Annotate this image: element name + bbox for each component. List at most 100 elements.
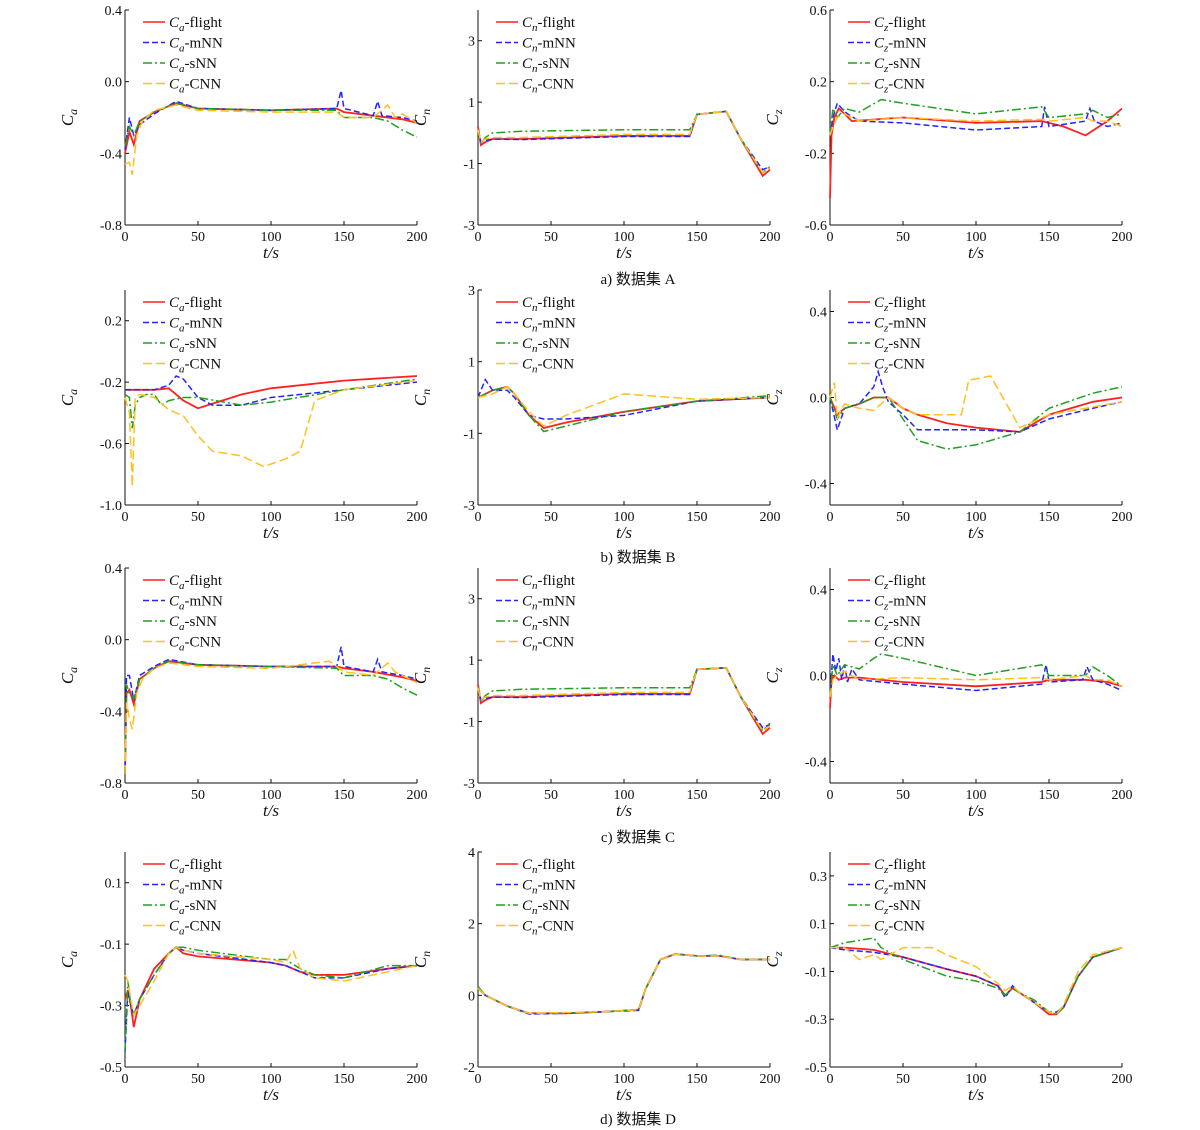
- chart-a-cz: 0 50 100 150 200 0.6 0.2 -0.2 -0.6 t/s Cz Cz-flight…: [763, 4, 1133, 262]
- x-tick-label: 150: [334, 1072, 355, 1087]
- y-tick-label: 0.2: [810, 76, 828, 91]
- y-tick-label: 0.4: [810, 306, 828, 321]
- legend-entry: Ca-CNN: [169, 357, 221, 376]
- legend-entry: Cz-flight: [874, 573, 927, 592]
- x-tick-label: 100: [966, 510, 987, 525]
- x-tick-label: 100: [261, 510, 282, 525]
- y-tick-label: -0.1: [100, 938, 122, 953]
- subfigure-caption: c) 数据集 C: [601, 829, 675, 846]
- y-tick-label: 3: [468, 593, 475, 608]
- legend-entry: Ca-flight: [169, 15, 223, 34]
- y-tick-label: -3: [463, 219, 475, 234]
- series-line-cn-snn: [477, 385, 771, 433]
- x-tick-label: 150: [1039, 1072, 1060, 1087]
- y-tick-label: 0.6: [810, 4, 828, 19]
- x-tick-label: 0: [827, 510, 834, 525]
- y-tick-label: -0.2: [805, 147, 827, 162]
- x-tick-label: 50: [191, 230, 205, 245]
- legend-entry: Ca-mNN: [169, 316, 223, 335]
- legend-entry: Ca-sNN: [169, 614, 217, 633]
- legend-entry: Cn-flight: [522, 15, 576, 34]
- legend-entry: Cz-CNN: [874, 635, 925, 654]
- x-axis-label: t/s: [616, 1085, 632, 1104]
- x-axis-label: t/s: [616, 801, 632, 820]
- legend-entry: Ca-CNN: [169, 77, 221, 96]
- series-line-cn-flight: [477, 385, 771, 429]
- chart-a-cn: 0 50 100 150 20031-1-3t/sCnCn-flightCn-mNNCn…: [411, 10, 781, 262]
- y-tick-label: 0.4: [105, 4, 123, 19]
- legend-entry: Ca-mNN: [169, 594, 223, 613]
- chart-b-ca: 0 50 100 150 200 0.2 -0.2 -0.6 -1.0 t/s Ca Ca-fligh…: [58, 290, 428, 542]
- series-line-cn-mnn: [477, 953, 770, 1015]
- x-tick-label: 100: [614, 510, 635, 525]
- x-axis-label: t/s: [263, 1085, 279, 1104]
- series-line-ca-snn: [124, 660, 418, 775]
- x-tick-label: 200: [760, 230, 781, 245]
- x-tick-label: 150: [687, 788, 708, 803]
- y-axis-label: Ca: [58, 667, 80, 684]
- series-line-cn-cnn: [477, 953, 770, 1015]
- x-tick-label: 200: [760, 510, 781, 525]
- y-tick-label: -0.8: [100, 219, 122, 234]
- legend-entry: Cn-sNN: [522, 56, 570, 75]
- x-tick-label: 50: [191, 510, 205, 525]
- legend-entry: Cn-CNN: [522, 635, 574, 654]
- series-line-cn-mnn: [477, 378, 771, 420]
- series-line-ca-cnn: [124, 103, 418, 175]
- x-tick-label: 50: [191, 1072, 205, 1087]
- y-axis-label: Cz: [763, 109, 785, 125]
- series-line-cz-flight: [829, 674, 1123, 708]
- y-axis-label: Ca: [58, 951, 80, 968]
- series-line-ca-cnn: [124, 379, 418, 487]
- legend-entry: Ca-flight: [169, 573, 223, 592]
- legend-entry: Cn-CNN: [522, 919, 574, 938]
- x-tick-label: 50: [896, 1072, 910, 1087]
- y-tick-label: -0.5: [805, 1061, 827, 1076]
- legend-entry: Cz-mNN: [874, 594, 927, 613]
- x-axis-label: t/s: [263, 801, 279, 820]
- x-tick-label: 200: [407, 510, 428, 525]
- legend-entry: Ca-flight: [169, 857, 223, 876]
- series-line-ca-mnn: [124, 90, 418, 150]
- x-axis-label: t/s: [263, 523, 279, 542]
- x-tick-label: 200: [760, 1072, 781, 1087]
- x-tick-label: 100: [614, 1072, 635, 1087]
- legend-entry: Cz-mNN: [874, 878, 927, 897]
- series-line-cz-snn: [829, 937, 1123, 1016]
- x-tick-label: 50: [896, 788, 910, 803]
- y-tick-label: 0.0: [105, 76, 123, 91]
- chart-b-cz: 0 50 100 150 200 0.4 0.0 -0.4 t/s Cz Cz-flight Cz-m…: [763, 290, 1133, 542]
- y-tick-label: 3: [468, 284, 475, 299]
- chart-c-ca: 0 50 100 150 200 0.4 0.0 -0.4 -0.8 t/s Ca Ca-flight…: [58, 562, 428, 820]
- y-axis-label: Cz: [763, 389, 785, 405]
- subfigure-caption: b) 数据集 B: [600, 549, 675, 566]
- series-line-cn-flight: [477, 953, 770, 1015]
- x-tick-label: 150: [334, 788, 355, 803]
- y-tick-label: -0.3: [805, 1013, 827, 1028]
- x-tick-label: 100: [614, 230, 635, 245]
- x-axis-label: t/s: [263, 243, 279, 262]
- legend-entry: Ca-flight: [169, 295, 223, 314]
- legend-entry: Cn-flight: [522, 295, 576, 314]
- x-tick-label: 0: [475, 510, 482, 525]
- chart-d-cz: 0 50 100 150 200 0.3 0.1 -0.1 -0.3 -0.5 t/s Cz Cz-fl…: [763, 852, 1133, 1104]
- x-tick-label: 200: [1112, 510, 1133, 525]
- x-tick-label: 0: [122, 510, 129, 525]
- x-tick-label: 0: [475, 1072, 482, 1087]
- series-line-cz-mnn: [829, 369, 1123, 433]
- legend-entry: Cn-mNN: [522, 594, 576, 613]
- y-tick-label: 1: [468, 356, 475, 371]
- x-tick-label: 100: [614, 788, 635, 803]
- chart-c-cn: 0 50 100 150 20031-1-3t/sCnCn-flightCn-mNNCn…: [411, 568, 781, 820]
- y-tick-label: 0.1: [810, 918, 828, 933]
- series-line-cn-snn: [477, 667, 771, 733]
- y-tick-label: 3: [468, 35, 475, 50]
- series-line-ca-flight: [125, 375, 418, 410]
- legend-entry: Cz-sNN: [874, 614, 921, 633]
- x-tick-label: 0: [122, 230, 129, 245]
- x-tick-label: 100: [966, 788, 987, 803]
- series-line-ca-mnn: [125, 375, 418, 406]
- chart-a-ca: 0 50 100 150 200 0.4 0.0 -0.4 -0.8 t/s Ca Ca-flight…: [58, 4, 428, 262]
- x-tick-label: 150: [687, 1072, 708, 1087]
- y-tick-label: 0: [468, 989, 475, 1004]
